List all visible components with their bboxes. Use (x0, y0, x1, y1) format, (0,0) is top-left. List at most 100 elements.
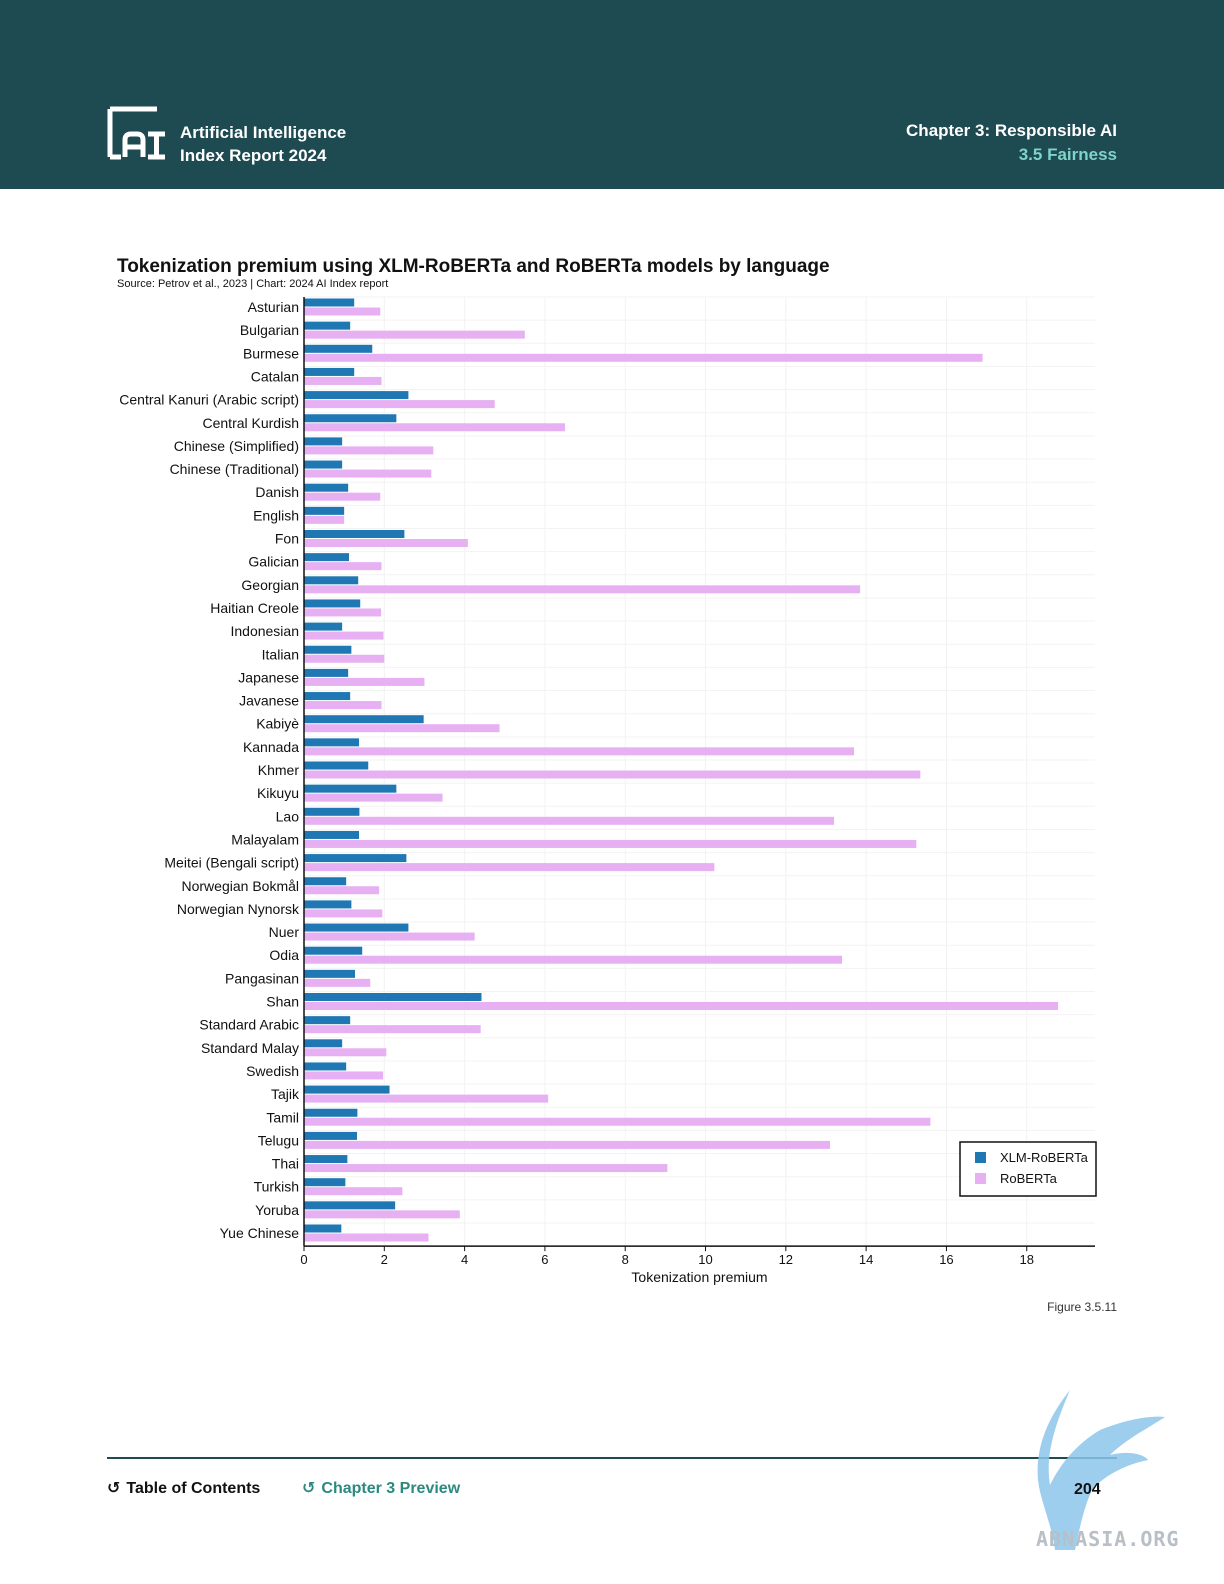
category-label: Standard Arabic (199, 1017, 299, 1033)
category-label: Standard Malay (201, 1040, 299, 1056)
bar-xlm-roberta (304, 1108, 358, 1117)
category-label: Kannada (243, 739, 299, 755)
bar-roberta (304, 724, 500, 733)
category-label: Tajik (271, 1086, 300, 1102)
bar-roberta (304, 654, 385, 663)
toc-label: Table of Contents (126, 1480, 261, 1497)
bar-roberta (304, 1002, 1059, 1010)
bar-roberta (304, 492, 381, 501)
x-tick-label: 0 (300, 1252, 307, 1267)
category-label: Indonesian (230, 623, 299, 639)
bar-roberta (304, 446, 434, 455)
bar-xlm-roberta (304, 715, 424, 724)
bar-xlm-roberta (304, 1131, 358, 1140)
bar-xlm-roberta (304, 414, 397, 423)
bar-roberta (304, 863, 715, 872)
x-tick-label: 14 (859, 1252, 873, 1267)
return-arrow-icon: ↺ (107, 1480, 121, 1497)
ai-index-logo-icon (107, 106, 165, 160)
legend-swatch (975, 1152, 986, 1163)
category-label: Swedish (246, 1063, 299, 1079)
legend-label: RoBERTa (1000, 1171, 1058, 1186)
category-label: Odia (269, 947, 299, 963)
category-label: Asturian (248, 299, 299, 315)
bar-xlm-roberta (304, 692, 351, 701)
bar-roberta (304, 608, 382, 617)
bar-xlm-roberta (304, 854, 407, 863)
category-label: Norwegian Nynorsk (177, 901, 300, 917)
bar-roberta (304, 1187, 403, 1196)
bar-xlm-roberta (304, 1016, 351, 1025)
bar-roberta (304, 886, 380, 895)
preview-label: Chapter 3 Preview (321, 1480, 461, 1497)
bar-roberta (304, 1117, 931, 1126)
x-tick-label: 10 (698, 1252, 712, 1267)
bar-roberta (304, 423, 565, 432)
bar-roberta (304, 1210, 460, 1219)
bar-xlm-roberta (304, 1062, 347, 1071)
legend-box (959, 1141, 1097, 1197)
category-label: Nuer (269, 924, 300, 940)
bar-roberta (304, 1025, 481, 1034)
category-label: Central Kanuri (Arabic script) (119, 392, 299, 408)
bar-xlm-roberta (304, 1085, 390, 1094)
category-label: Meitei (Bengali script) (164, 855, 299, 871)
bar-xlm-roberta (304, 830, 360, 839)
bar-roberta (304, 469, 432, 478)
bar-xlm-roberta (304, 553, 349, 562)
bar-roberta (304, 677, 425, 686)
bar-roberta (304, 770, 921, 779)
bar-roberta (304, 932, 475, 941)
bar-roberta (304, 839, 917, 848)
bar-roberta (304, 1071, 384, 1080)
chart-title: Tokenization premium using XLM-RoBERTa a… (117, 256, 830, 277)
bar-xlm-roberta (304, 460, 343, 469)
bar-xlm-roberta (304, 923, 409, 932)
category-label: Turkish (254, 1179, 299, 1195)
footer-divider (107, 1457, 1117, 1459)
figure-label: Figure 3.5.11 (1047, 1300, 1117, 1314)
category-label: Norwegian Bokmål (182, 878, 300, 894)
category-label: Catalan (251, 368, 299, 384)
return-arrow-icon: ↺ (302, 1480, 316, 1497)
category-label: Tamil (266, 1109, 299, 1125)
x-tick-label: 2 (381, 1252, 388, 1267)
bar-roberta (304, 631, 384, 640)
bar-roberta (304, 1094, 549, 1103)
category-label: Central Kurdish (203, 415, 300, 431)
x-tick-label: 16 (939, 1252, 953, 1267)
category-label: Kabiyè (256, 716, 299, 732)
bar-xlm-roberta (304, 321, 351, 330)
category-label: Pangasinan (225, 970, 299, 986)
section-title: 3.5 Fairness (1018, 145, 1117, 164)
bar-roberta (304, 307, 381, 316)
tokenization-premium-chart: Asturian Bulgarian Burmese Catalan Central K… (119, 296, 1097, 1285)
bar-xlm-roberta (304, 437, 343, 446)
report-title: Artificial Intelligence Index Report 202… (180, 121, 346, 167)
bar-xlm-roberta (304, 993, 482, 1001)
bar-roberta (304, 1140, 830, 1149)
x-tick-label: 4 (461, 1252, 468, 1267)
category-label: Shan (266, 994, 299, 1010)
chapter-preview-link[interactable]: ↺ Chapter 3 Preview (302, 1480, 460, 1498)
table-of-contents-link[interactable]: ↺ Table of Contents (107, 1480, 260, 1498)
category-label: Burmese (243, 345, 299, 361)
bar-roberta (304, 376, 382, 385)
category-label: Danish (255, 484, 299, 500)
bar-roberta (304, 701, 382, 710)
bar-roberta (304, 747, 855, 756)
bar-xlm-roberta (304, 367, 355, 376)
category-label: Lao (276, 808, 300, 824)
x-axis-label: Tokenization premium (631, 1269, 767, 1285)
category-label: Fon (275, 531, 299, 547)
chapter-heading: Chapter 3: Responsible AI 3.5 Fairness (906, 119, 1117, 167)
bar-roberta (304, 1164, 668, 1173)
bar-roberta (304, 562, 382, 571)
category-label: Chinese (Simplified) (174, 438, 299, 454)
bar-xlm-roberta (304, 946, 363, 955)
x-tick-label: 12 (779, 1252, 793, 1267)
bar-xlm-roberta (304, 1039, 343, 1048)
report-title-line1: Artificial Intelligence (180, 123, 347, 142)
bar-roberta (304, 793, 443, 802)
bar-xlm-roberta (304, 391, 409, 400)
